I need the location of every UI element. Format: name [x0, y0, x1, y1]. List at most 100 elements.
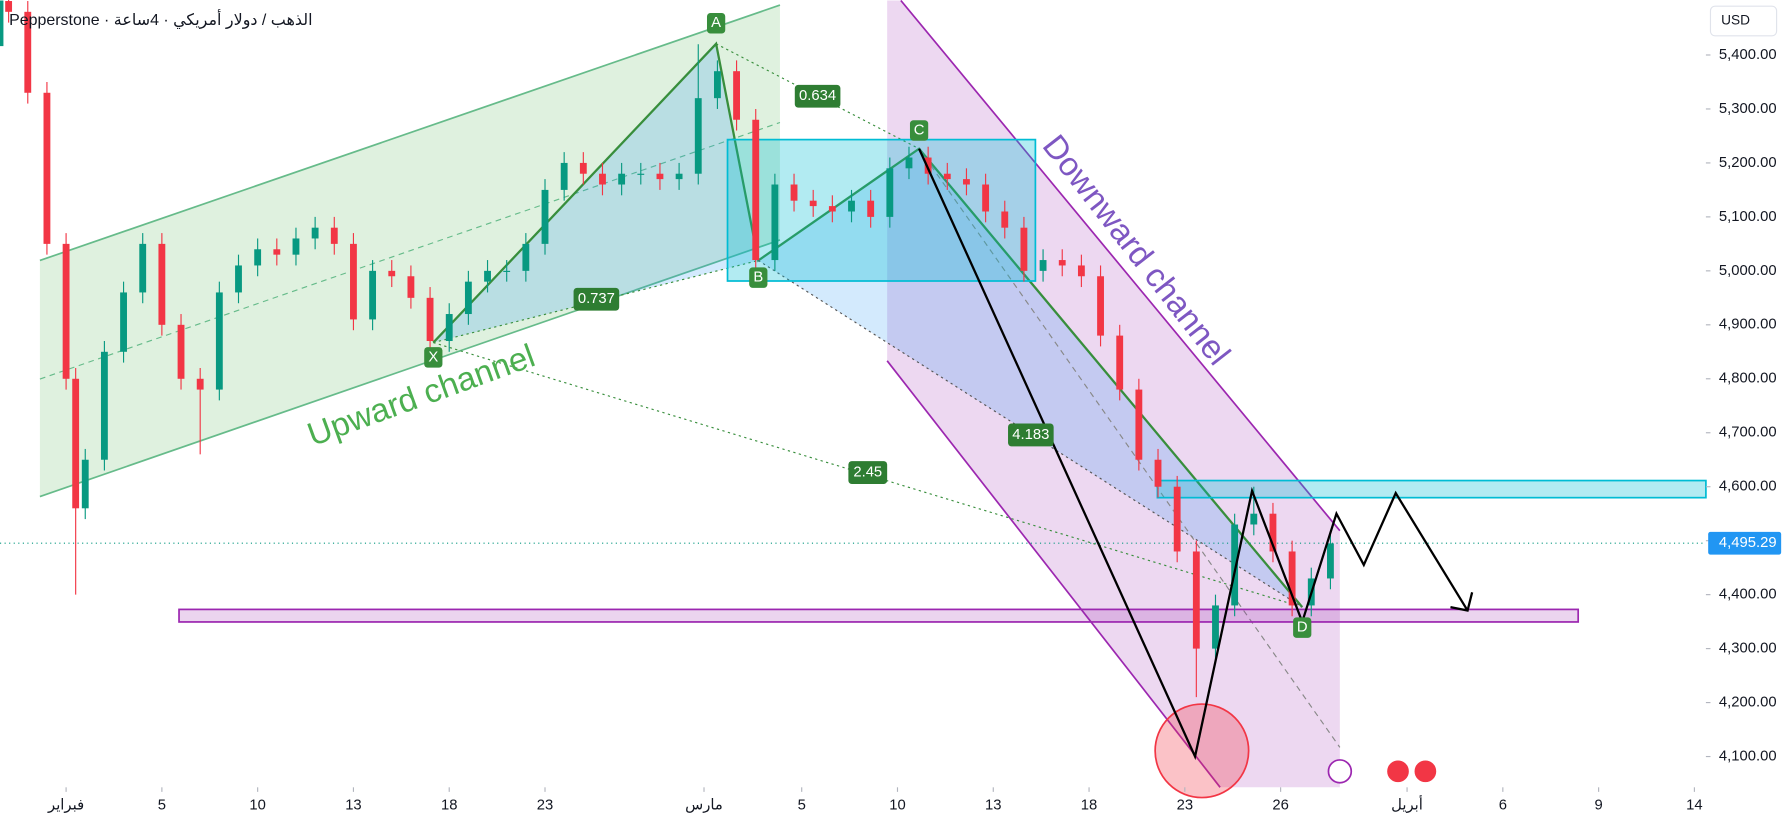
y-tick-label: 4,600.00: [1719, 479, 1777, 495]
currency-button[interactable]: [1709, 5, 1778, 37]
candle-body: [1020, 227, 1028, 271]
resistance-zone: [1156, 479, 1707, 499]
candle-body: [637, 173, 645, 175]
x-tick-label: 14: [1686, 797, 1702, 813]
ratio-badge: [1008, 423, 1054, 447]
candle-body: [886, 168, 894, 217]
x-tick-label: 5: [798, 797, 806, 813]
x-tick-label: 10: [249, 797, 265, 813]
event-icon[interactable]: [1413, 759, 1438, 784]
candle-body: [100, 351, 108, 460]
y-tick-label: 4,300.00: [1719, 641, 1777, 657]
candle-body: [196, 378, 204, 390]
ratio-label: 4.183: [1012, 427, 1049, 443]
candle-body: [177, 324, 185, 379]
ratio-badge: [794, 84, 841, 108]
y-tick-label: 4,100.00: [1719, 748, 1777, 764]
y-tick-label: 5,400.00: [1719, 47, 1777, 63]
candle-body: [350, 243, 357, 320]
y-tick-label: 4,200.00: [1719, 694, 1777, 710]
candle-body: [1077, 265, 1085, 277]
arrow-head: [1450, 592, 1474, 612]
point-badge: [424, 347, 443, 368]
candle-body: [235, 265, 242, 293]
candle-body: [330, 227, 338, 244]
candle-body: [828, 206, 836, 212]
channel-line: [39, 239, 781, 498]
channel-line: [900, 0, 1341, 532]
candle-body: [292, 238, 300, 255]
y-tick-label: 4,800.00: [1719, 371, 1777, 387]
candle-body: [1001, 211, 1009, 228]
candle-body: [1192, 551, 1200, 649]
candle-body: [1231, 524, 1239, 606]
price-badge: [1708, 531, 1782, 555]
y-tick-label: 5,200.00: [1719, 155, 1777, 171]
candle-body: [522, 243, 530, 271]
edge-marker: [0, 0, 4, 47]
x-tick-label: 5: [158, 797, 166, 813]
y-tick-label: 4,400.00: [1719, 587, 1777, 603]
y-tick-label: 5,300.00: [1719, 101, 1777, 117]
support-zone: [178, 608, 1580, 623]
candle-body: [579, 162, 587, 174]
candle-body: [809, 200, 817, 207]
candle-body: [1250, 513, 1258, 525]
candle-body: [311, 227, 319, 239]
y-tick-label: 4,700.00: [1719, 425, 1777, 441]
point-label: C: [914, 122, 925, 138]
currency-label: USD: [1721, 13, 1750, 28]
candle-body: [1173, 486, 1181, 552]
candle-body: [1135, 389, 1143, 460]
candle-body: [943, 173, 951, 180]
x-tick-label: أبريل: [1391, 794, 1423, 813]
pattern-fill: [433, 43, 759, 343]
point-badge: [909, 120, 929, 141]
x-tick-label: 23: [1177, 797, 1193, 813]
candle-body: [484, 270, 491, 282]
candle-body: [426, 297, 434, 342]
candle-body: [215, 292, 223, 390]
candle-body: [790, 184, 798, 201]
point-badge: [706, 13, 726, 34]
point-label: D: [1297, 620, 1308, 636]
candle-body: [5, 1, 13, 12]
channel-line: [39, 4, 781, 262]
pattern-fill: [758, 148, 1303, 608]
x-tick-label: 6: [1499, 797, 1507, 813]
x-tick-label: 18: [1081, 797, 1097, 813]
candle-body: [1212, 605, 1219, 649]
point-badge: [1293, 617, 1312, 638]
ratio-label: 2.45: [853, 464, 882, 480]
pattern-dotted: [757, 259, 1303, 608]
projection-path: [918, 148, 1469, 761]
candle-body: [771, 184, 779, 261]
candle-body: [848, 200, 855, 212]
ratio-badge: [573, 287, 620, 311]
candle-body: [867, 200, 875, 217]
point-label: B: [753, 270, 763, 286]
candle-body: [905, 157, 913, 169]
y-tick-label: 5,000.00: [1719, 263, 1777, 279]
candle-body: [1269, 513, 1277, 552]
event-icon[interactable]: [1327, 759, 1353, 784]
event-icon[interactable]: [1386, 759, 1410, 784]
point-label: A: [711, 15, 721, 31]
x-tick-label: 13: [345, 797, 361, 813]
candle-body: [1116, 335, 1124, 390]
candle-body: [62, 243, 70, 379]
candle-body: [733, 71, 740, 120]
candle-body: [273, 249, 281, 255]
candle-body: [982, 184, 990, 212]
candle-body: [81, 459, 89, 509]
drawings: [39, 0, 1707, 799]
candle-body: [369, 270, 377, 320]
y-tick-label: 5,100.00: [1719, 209, 1777, 225]
candle-body: [407, 276, 415, 298]
candle-body: [72, 378, 80, 509]
channel-midline: [39, 121, 781, 380]
price-label: 4,495.29: [1719, 535, 1777, 551]
candle-body: [503, 270, 511, 272]
candle-body: [656, 173, 664, 180]
x-tick-label: فبراير: [47, 797, 84, 813]
